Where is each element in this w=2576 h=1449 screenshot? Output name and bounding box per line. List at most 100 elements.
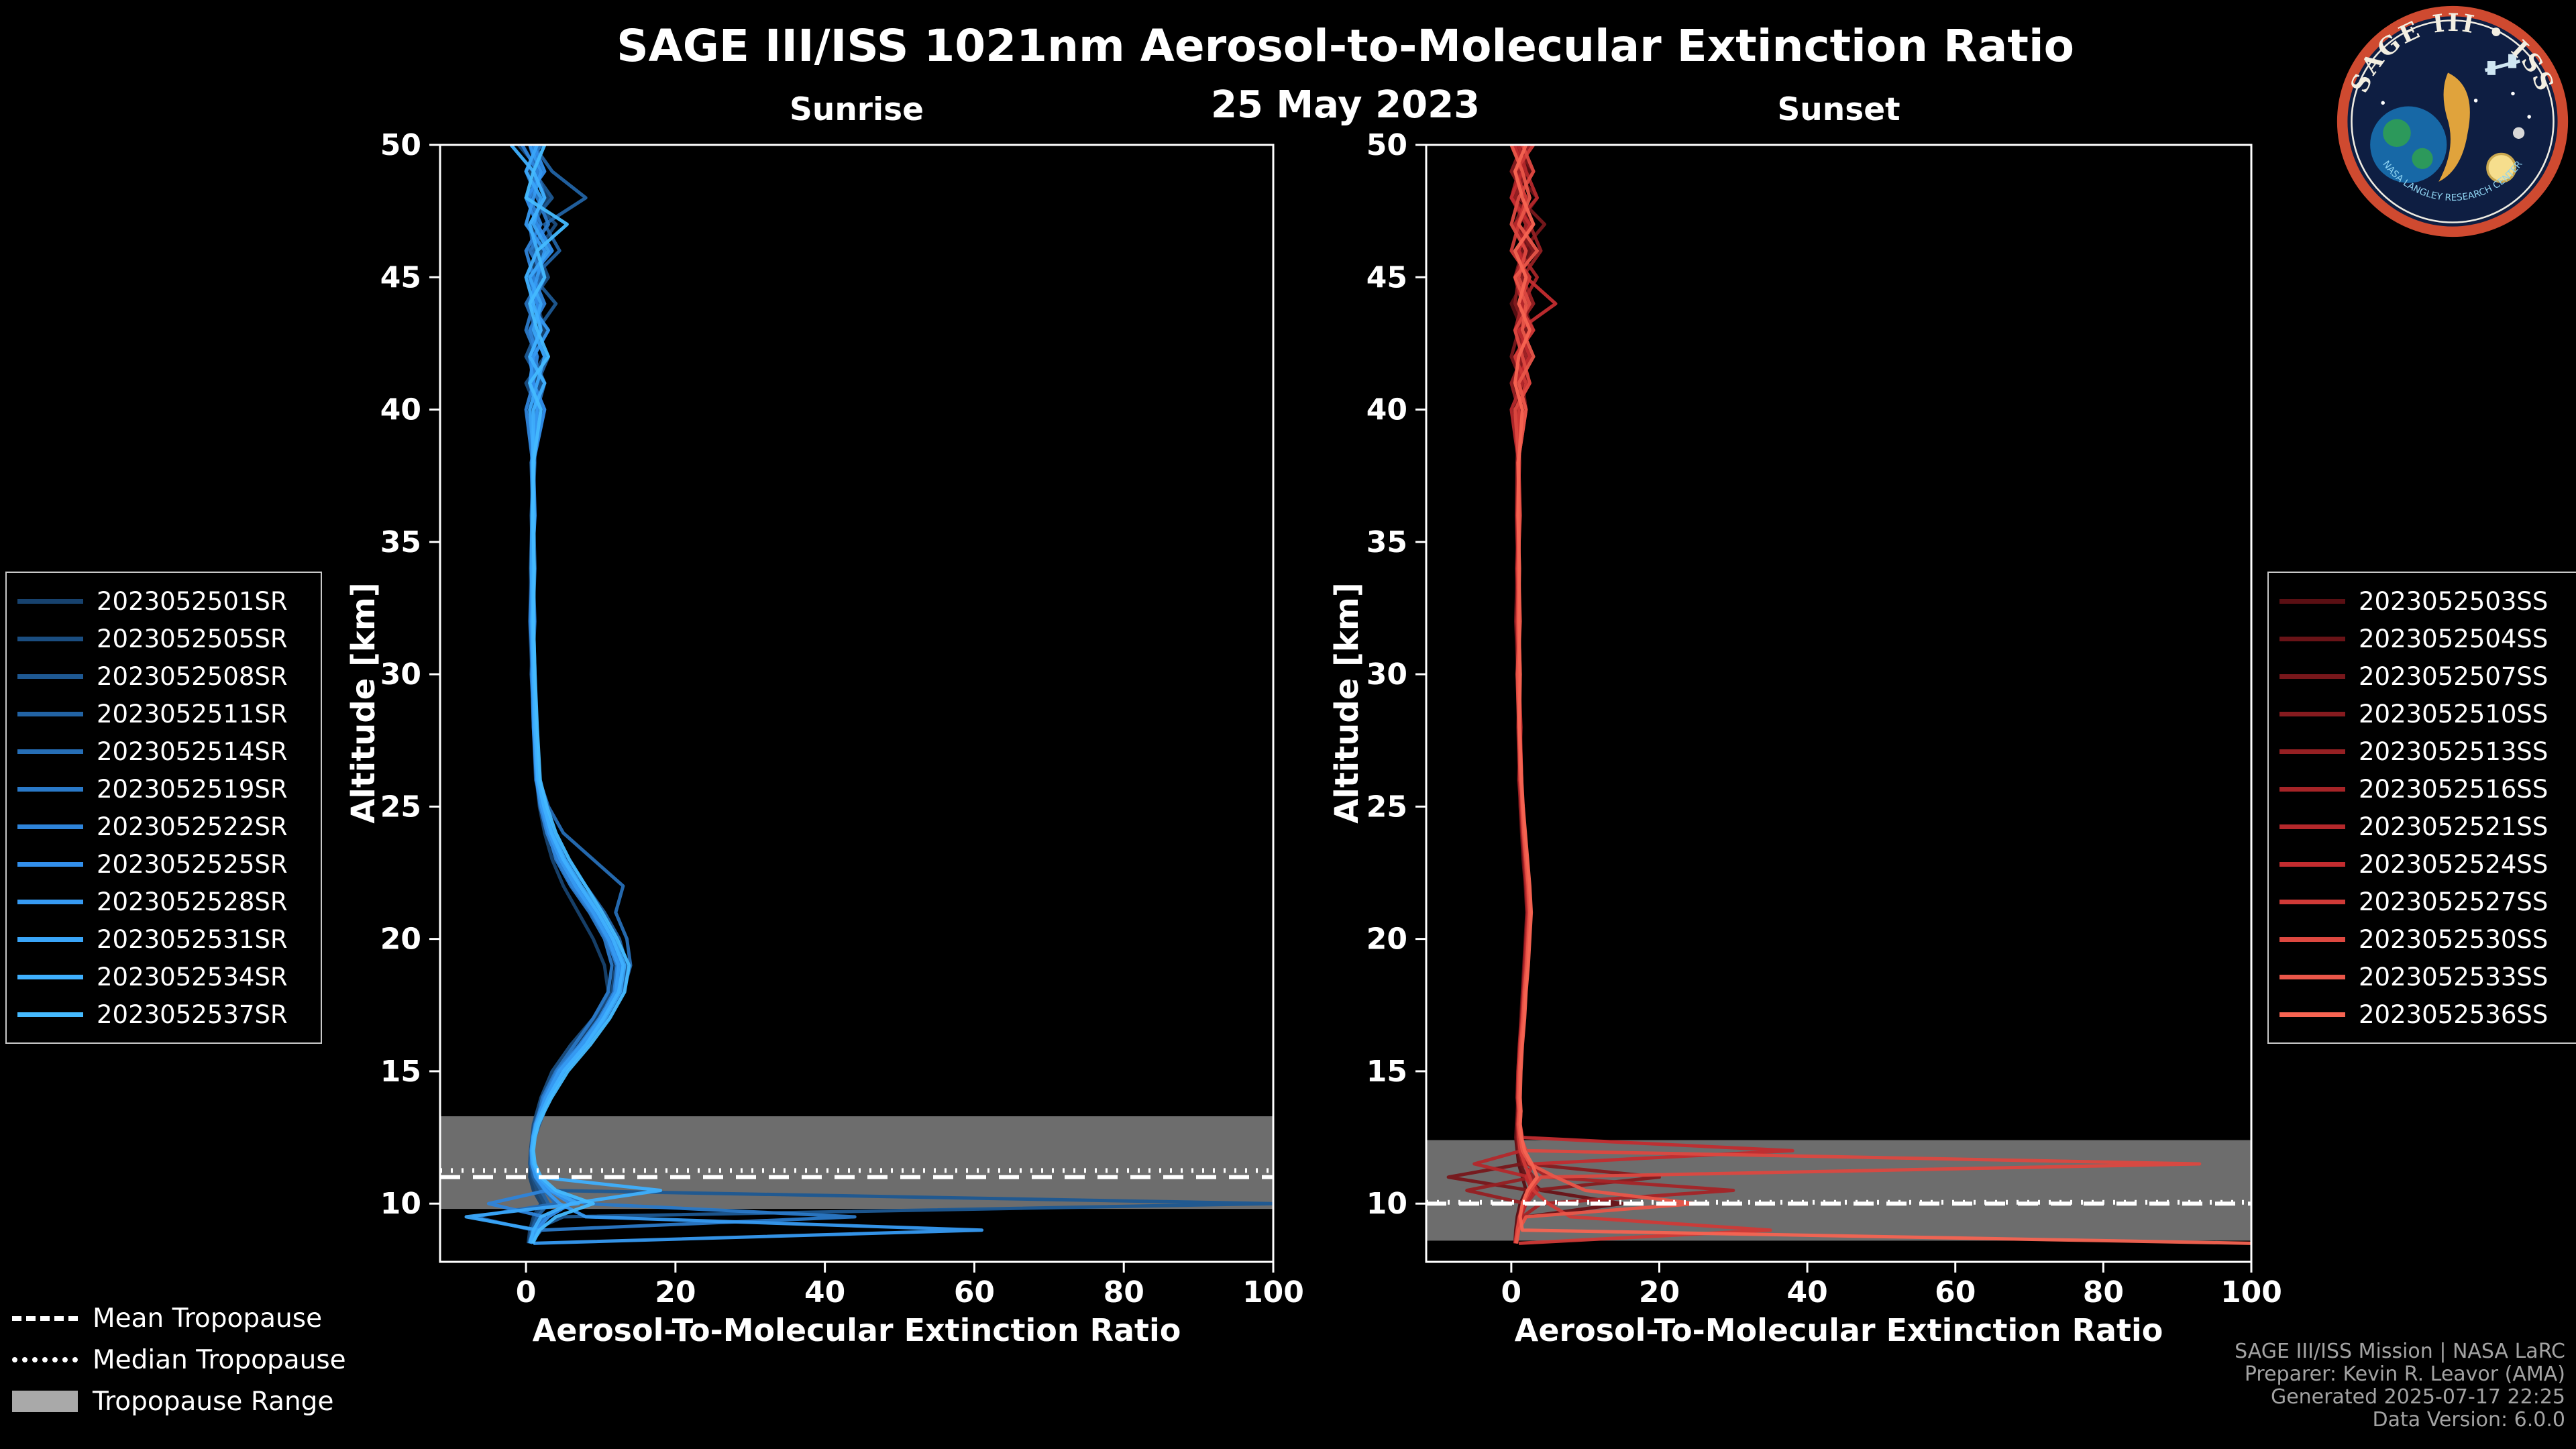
tropopause-range-band xyxy=(440,1116,1273,1210)
legend-item: 2023052537SR xyxy=(17,996,310,1033)
legend-item: 2023052516SS xyxy=(2279,770,2572,808)
dotted-line-swatch xyxy=(12,1357,78,1362)
legend-line-swatch xyxy=(17,974,83,979)
legend-item: 2023052508SR xyxy=(17,657,310,695)
y-tick-label: 30 xyxy=(1366,657,1407,692)
legend-label: 2023052501SR xyxy=(97,586,288,616)
legend-label: 2023052527SS xyxy=(2359,887,2548,916)
legend-line-swatch xyxy=(2279,786,2345,792)
logo-earth-land xyxy=(2383,119,2411,148)
mean-tropopause-legend-item: Mean Tropopause xyxy=(12,1297,346,1339)
legend-label: 2023052522SR xyxy=(97,812,288,841)
x-tick-label: 40 xyxy=(804,1275,845,1309)
profile-2023052508SR xyxy=(524,145,1273,1244)
panel-title-sunset: Sunset xyxy=(1777,91,1900,128)
legend-item: 2023052503SS xyxy=(2279,582,2572,620)
logo-earth-land xyxy=(2412,148,2433,169)
legend-line-swatch xyxy=(17,711,83,716)
y-tick-label: 25 xyxy=(380,790,421,824)
sunset-plot-area: 0 20 40 60 80 100 10 15 20 25 30 35 40 45 50 xyxy=(1366,128,2282,1309)
legend-label: 2023052533SS xyxy=(2359,962,2548,991)
plot-frame xyxy=(1425,144,2253,1263)
legend-line-swatch xyxy=(2279,936,2345,942)
legend-label: 2023052516SS xyxy=(2359,774,2548,804)
legend-label: 2023052531SR xyxy=(97,924,288,954)
legend-item: 2023052501SR xyxy=(17,582,310,620)
y-tick-label: 50 xyxy=(380,128,421,162)
legend-line-swatch xyxy=(17,674,83,679)
logo-earth xyxy=(2370,106,2447,183)
y-tick-label: 30 xyxy=(380,657,421,692)
legend-item: 2023052536SS xyxy=(2279,996,2572,1033)
logo-moon xyxy=(2512,127,2525,139)
legend-item: 2023052524SS xyxy=(2279,845,2572,883)
x-tick-label: 60 xyxy=(1935,1275,1976,1309)
legend-item: 2023052511SR xyxy=(17,695,310,733)
x-tick-label: 20 xyxy=(1639,1275,1680,1309)
legend-line-swatch xyxy=(17,861,83,867)
credit-data-version: Data Version: 6.0.0 xyxy=(2372,1408,2565,1432)
legend-line-swatch xyxy=(2279,636,2345,641)
legend-line-swatch xyxy=(2279,861,2345,867)
legend-line-swatch xyxy=(2279,674,2345,679)
x-axis-label-sunset: Aerosol-To-Molecular Extinction Ratio xyxy=(1514,1312,2163,1348)
panel-title-sunrise: Sunrise xyxy=(790,91,924,128)
y-tick-label: 10 xyxy=(380,1187,421,1221)
y-tick-label: 10 xyxy=(1366,1187,1407,1221)
legend-line-swatch xyxy=(2279,711,2345,716)
profiles-group xyxy=(1446,145,2251,1245)
profile-2023052533SS xyxy=(1509,145,1699,1244)
profile-2023052534SR xyxy=(509,145,663,1244)
y-axis-label-sunrise: Altitude [km] xyxy=(345,582,382,824)
y-tick-label: 20 xyxy=(1366,922,1407,957)
legend-label: 2023052536SS xyxy=(2359,1000,2548,1029)
y-tick-label: 25 xyxy=(1366,790,1407,824)
date-subtitle: 25 May 2023 xyxy=(1210,83,1481,127)
sunrise-plot-area: 0 20 40 60 80 100 10 15 20 25 30 35 40 45 50 xyxy=(380,128,1304,1309)
logo-stars xyxy=(2381,91,2531,119)
legend-item: 2023052534SR xyxy=(17,958,310,996)
legend-label: 2023052519SR xyxy=(97,774,288,804)
profile-2023052531SR xyxy=(464,145,627,1244)
sage-iss-mission-logo: SAGE III • ISS NASA LANGLEY RESEARCH CEN… xyxy=(2337,5,2569,237)
x-tick-label: 80 xyxy=(1104,1275,1144,1309)
legend-item: 2023052525SR xyxy=(17,845,310,883)
sunrise-legend: 2023052501SR 2023052505SR 2023052508SR 2023… xyxy=(5,572,322,1044)
legend-label: 2023052534SR xyxy=(97,962,288,991)
legend-line-swatch xyxy=(17,899,83,904)
tropopause-range-label: Tropopause Range xyxy=(93,1386,334,1417)
legend-label: 2023052528SR xyxy=(97,887,288,916)
legend-item: 2023052513SS xyxy=(2279,733,2572,770)
y-tick-label: 50 xyxy=(1366,128,1407,162)
y-tick-label: 20 xyxy=(380,922,421,957)
legend-line-swatch xyxy=(2279,824,2345,829)
legend-item: 2023052510SS xyxy=(2279,695,2572,733)
legend-item: 2023052533SS xyxy=(2279,958,2572,996)
mean-tropopause-label: Mean Tropopause xyxy=(93,1303,323,1334)
legend-label: 2023052510SS xyxy=(2359,699,2548,729)
legend-label: 2023052507SS xyxy=(2359,661,2548,691)
legend-item: 2023052519SR xyxy=(17,770,310,808)
profile-2023052536SS xyxy=(1513,145,2251,1245)
legend-item: 2023052507SS xyxy=(2279,657,2572,695)
legend-item: 2023052522SR xyxy=(17,808,310,845)
x-tick-label: 100 xyxy=(1242,1275,1304,1309)
legend-line-swatch xyxy=(17,936,83,942)
x-tick-label: 100 xyxy=(2220,1275,2282,1309)
x-axis-label-sunrise: Aerosol-To-Molecular Extinction Ratio xyxy=(532,1312,1181,1348)
legend-line-swatch xyxy=(17,1012,83,1017)
legend-label: 2023052505SR xyxy=(97,624,288,653)
median-tropopause-label: Median Tropopause xyxy=(93,1344,346,1375)
legend-item: 2023052514SR xyxy=(17,733,310,770)
credit-generated: Generated 2025-07-17 22:25 xyxy=(2270,1385,2565,1409)
footer-credits: SAGE III/ISS Mission | NASA LaRC Prepare… xyxy=(2235,1340,2565,1432)
legend-label: 2023052513SS xyxy=(2359,737,2548,766)
y-tick-label: 40 xyxy=(380,393,421,427)
legend-label: 2023052525SR xyxy=(97,849,288,879)
x-tick-label: 40 xyxy=(1786,1275,1827,1309)
x-tick-label: 0 xyxy=(1501,1275,1522,1309)
logo-pinstripe xyxy=(2351,19,2555,223)
x-tick-label: 20 xyxy=(655,1275,696,1309)
profile-2023052530SS xyxy=(1509,145,2202,1244)
legend-line-swatch xyxy=(2279,899,2345,904)
